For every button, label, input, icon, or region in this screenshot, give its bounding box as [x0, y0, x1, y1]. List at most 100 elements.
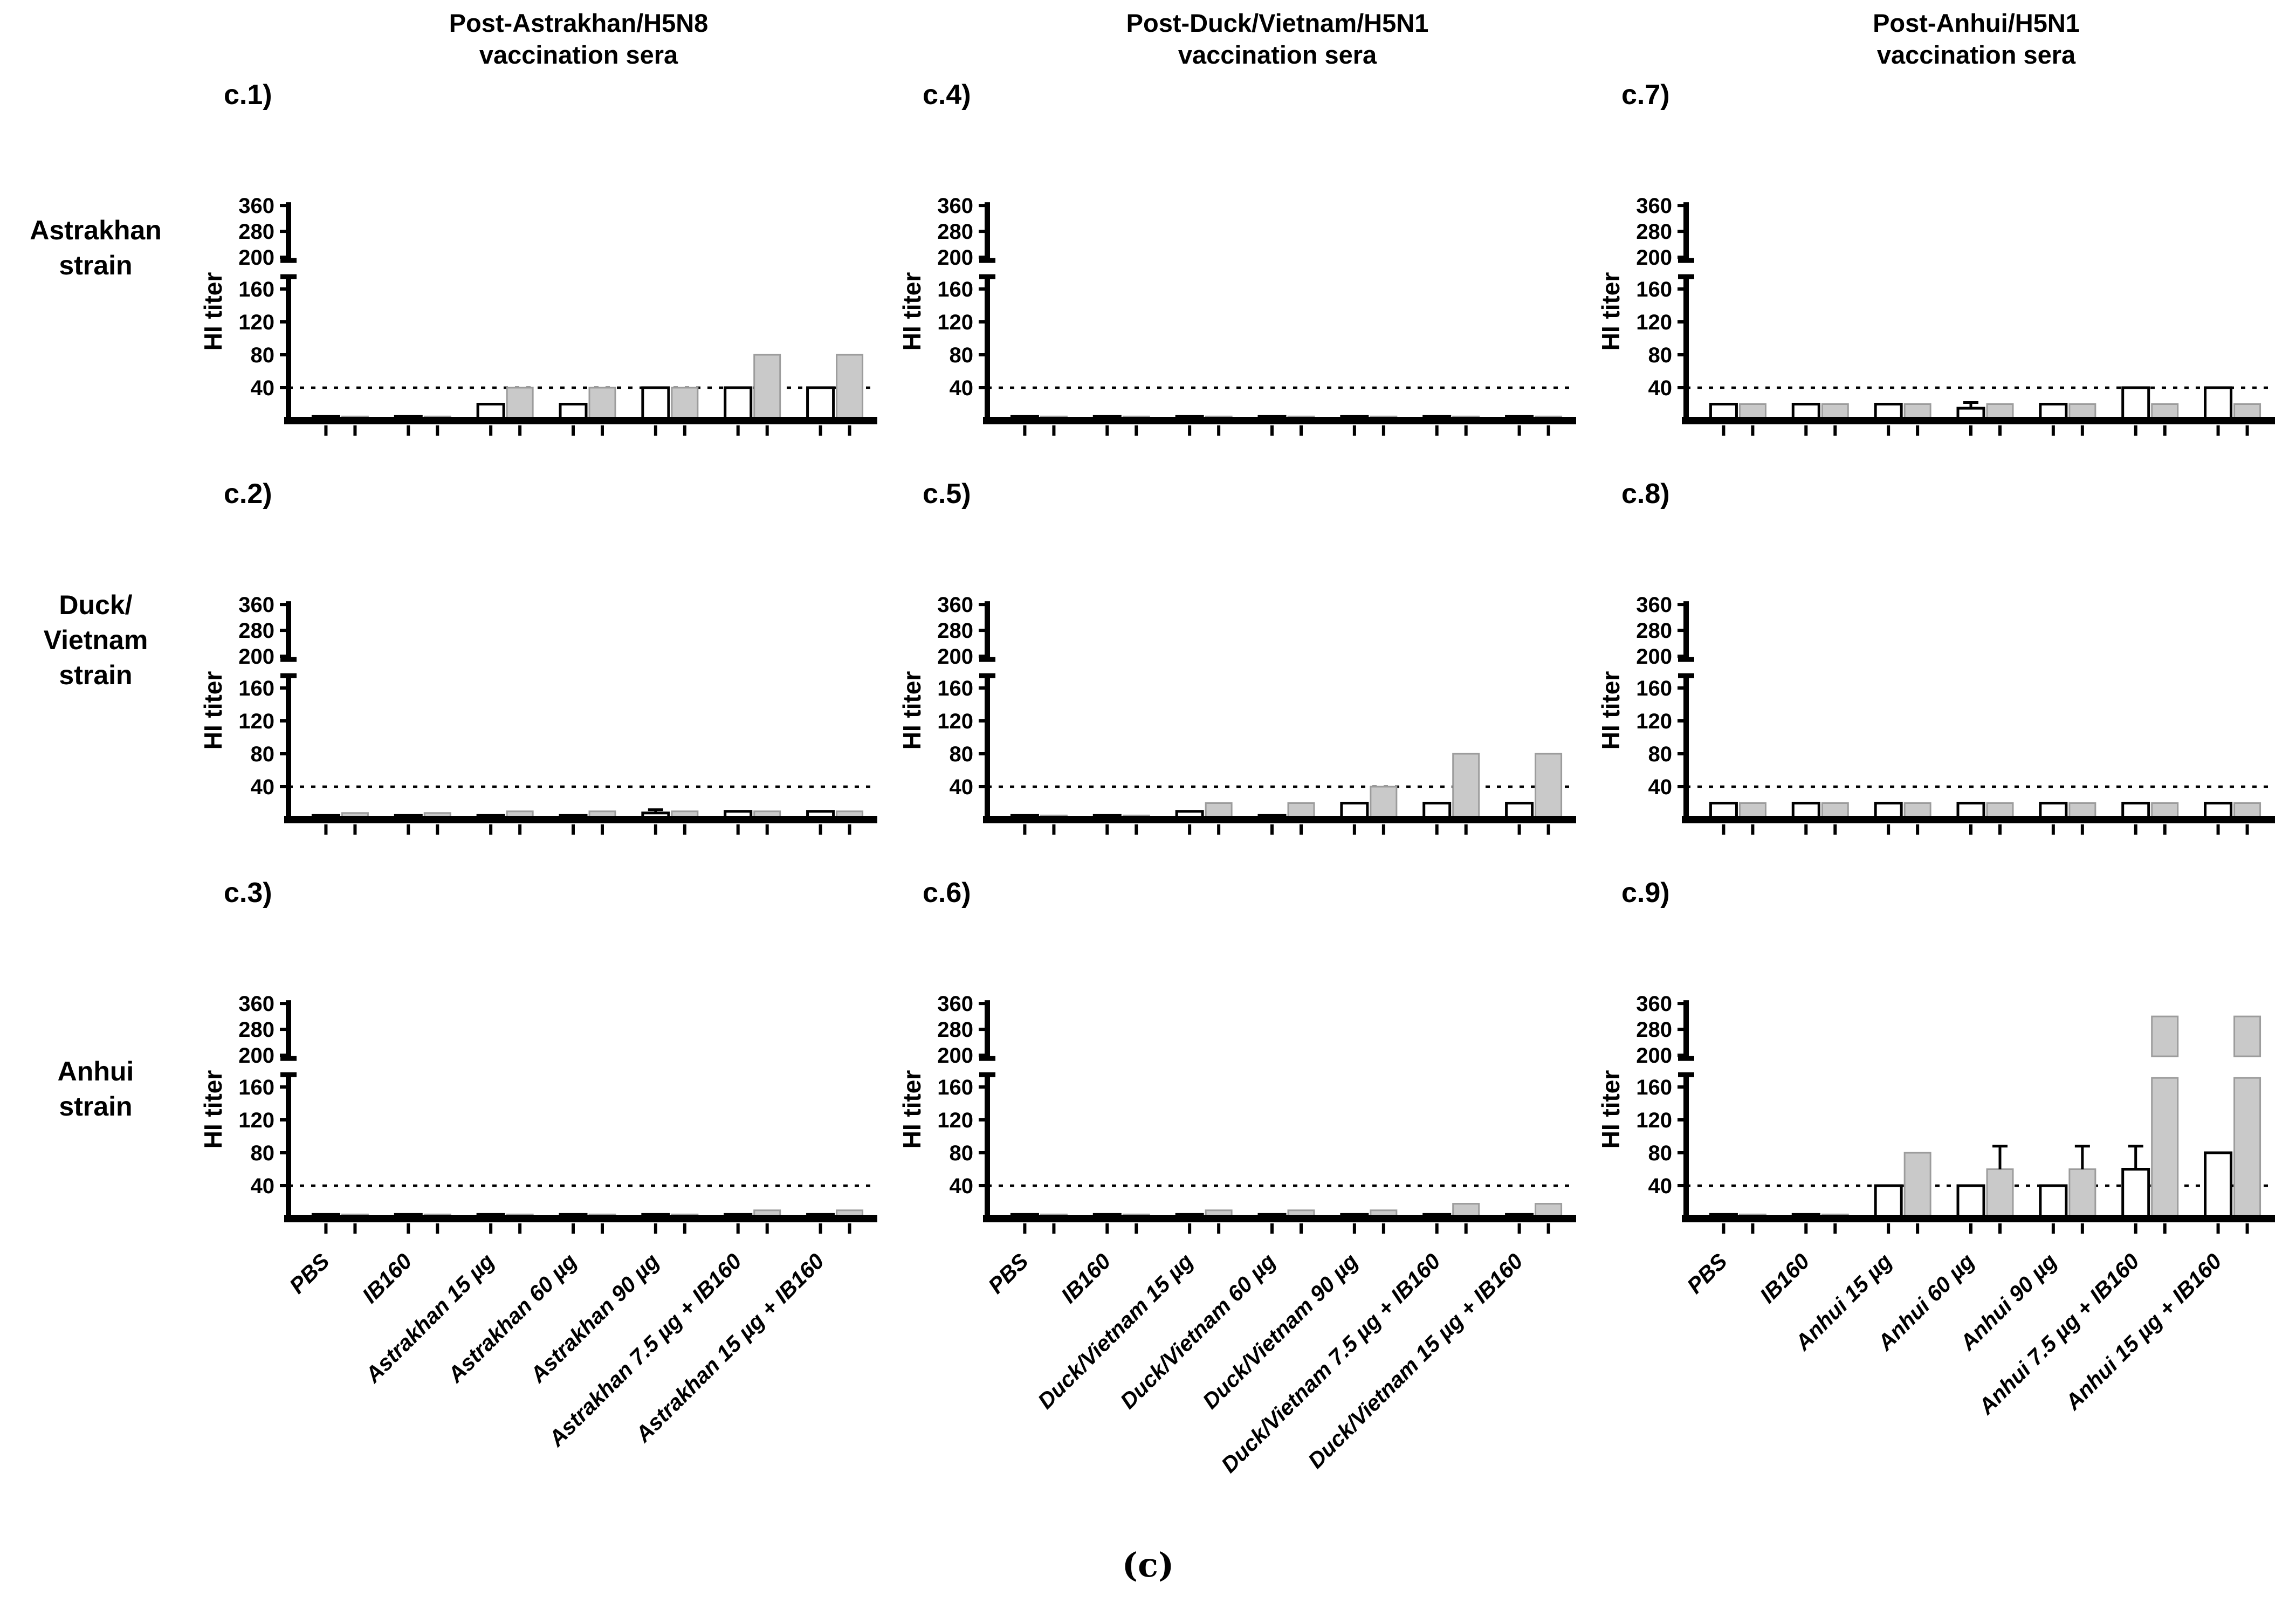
- row-label-duck-vietnam-strain: Duck/ Vietnam strain: [43, 590, 148, 690]
- y-tick-label: 360: [937, 992, 973, 1016]
- y-axis-label: HI titer: [199, 1070, 227, 1149]
- y-tick-label: 80: [1648, 742, 1673, 766]
- row-labels: Astrakhan strain Duck/ Vietnam strain An…: [0, 0, 191, 1624]
- y-tick-label: 280: [937, 220, 973, 244]
- y-tick-label: 360: [1636, 593, 1672, 617]
- x-category-label: PBS: [285, 1249, 334, 1298]
- y-tick-label: 160: [238, 677, 274, 700]
- y-axis-label: HI titer: [199, 272, 227, 351]
- gray-bar: [1452, 753, 1480, 821]
- panel-c1: c.1) 40 80 120 160 200 280 360 HI titer: [191, 75, 890, 474]
- y-tick-label: 200: [238, 1044, 274, 1068]
- gray-bar: [1370, 786, 1398, 821]
- y-tick-label: 360: [238, 593, 274, 617]
- x-category-label: PBS: [1682, 1249, 1732, 1298]
- panel-label-c8: c.8): [1621, 478, 1670, 510]
- panel-c3: c.3) 40 80 120 160 200 280 360 HI titer PBS IB160…: [191, 873, 890, 1591]
- x-category-label: Anhui 15 µg + IB160: [2060, 1249, 2226, 1415]
- y-tick-label: 40: [251, 775, 275, 799]
- x-category-label: Duck/Vietnam 90 µg: [1198, 1249, 1363, 1414]
- column-titles: Post-Astrakhan/H5N8 vaccination sera Pos…: [194, 8, 2291, 71]
- y-tick-label: 160: [1636, 677, 1672, 700]
- gray-bar: [2151, 1077, 2179, 1220]
- y-tick-label: 80: [950, 343, 974, 367]
- y-tick-label: 200: [1636, 645, 1672, 669]
- panel-label-c5: c.5): [923, 478, 971, 510]
- y-tick-label: 80: [251, 343, 275, 367]
- panel-label-c3: c.3): [224, 877, 272, 909]
- gray-bar: [506, 387, 534, 422]
- gray-bar: [671, 387, 699, 422]
- x-category-label: Duck/Vietnam 15 µg: [1033, 1249, 1198, 1414]
- y-tick-label: 160: [937, 677, 973, 700]
- panel-label-c1: c.1): [224, 79, 272, 111]
- panel-label-c7: c.7): [1621, 79, 1670, 111]
- y-tick-label: 40: [1648, 376, 1673, 400]
- y-tick-label: 40: [950, 376, 974, 400]
- y-tick-label: 280: [1636, 220, 1672, 244]
- figure-caption: (c): [1122, 1545, 1174, 1585]
- y-axis-label: HI titer: [199, 671, 227, 750]
- gray-bar: [1535, 753, 1563, 821]
- panel-label-c6: c.6): [923, 877, 971, 909]
- y-tick-label: 360: [937, 194, 973, 218]
- y-tick-label: 120: [1636, 710, 1672, 733]
- open-bar: [1956, 1184, 1985, 1220]
- y-tick-label: 160: [238, 1076, 274, 1099]
- y-tick-label: 160: [937, 278, 973, 301]
- panel-c5: c.5) 40 80 120 160 200 280 360 HI titer: [890, 474, 1589, 873]
- y-tick-label: 360: [238, 194, 274, 218]
- open-bar: [641, 386, 670, 422]
- y-tick-label: 200: [937, 645, 973, 669]
- y-tick-label: 280: [1636, 1018, 1672, 1042]
- x-category-label: PBS: [984, 1249, 1033, 1298]
- x-category-label: Anhui 7.5 µg + IB160: [1973, 1249, 2144, 1420]
- column-title-post-astrakhan: Post-Astrakhan/H5N8 vaccination sera: [449, 9, 709, 69]
- y-tick-label: 40: [950, 775, 974, 799]
- y-tick-label: 360: [1636, 194, 1672, 218]
- open-bar: [2121, 1168, 2150, 1220]
- panel-c7: c.7) 40 80 120 160 200 280 360 HI titer: [1589, 75, 2288, 474]
- gray-bar: [2068, 1168, 2096, 1220]
- gray-bar: [2233, 1077, 2261, 1220]
- y-tick-label: 360: [937, 593, 973, 617]
- y-tick-label: 200: [1636, 246, 1672, 270]
- y-tick-label: 80: [251, 1141, 275, 1165]
- y-tick-label: 40: [1648, 1174, 1673, 1198]
- y-axis-label: HI titer: [898, 1070, 926, 1149]
- y-axis-label: HI titer: [1597, 671, 1625, 750]
- panel-c9: c.9) 40 80 120 160 200 280 360 HI titer PBS IB160…: [1589, 873, 2288, 1591]
- y-tick-label: 40: [1648, 775, 1673, 799]
- y-tick-label: 280: [937, 619, 973, 643]
- y-tick-label: 120: [937, 311, 973, 334]
- panel-label-c9: c.9): [1621, 877, 1670, 909]
- x-category-label: IB160: [358, 1249, 417, 1308]
- y-tick-label: 160: [937, 1076, 973, 1099]
- panel-c8: c.8) 40 80 120 160 200 280 360 HI titer: [1589, 474, 2288, 873]
- y-tick-label: 80: [950, 1141, 974, 1165]
- y-tick-label: 120: [937, 710, 973, 733]
- y-tick-label: 120: [238, 311, 274, 334]
- y-tick-label: 200: [937, 246, 973, 270]
- y-tick-label: 80: [1648, 1141, 1673, 1165]
- y-tick-label: 40: [950, 1174, 974, 1198]
- gray-bar: [588, 387, 616, 422]
- gray-bar: [2151, 1015, 2179, 1057]
- y-tick-label: 200: [238, 246, 274, 270]
- y-axis-label: HI titer: [898, 671, 926, 750]
- y-tick-label: 80: [950, 742, 974, 766]
- y-tick-label: 280: [1636, 619, 1672, 643]
- y-tick-label: 80: [251, 742, 275, 766]
- y-tick-label: 120: [1636, 1109, 1672, 1132]
- x-category-label: IB160: [1056, 1249, 1116, 1308]
- y-tick-label: 160: [1636, 278, 1672, 301]
- open-bar: [2204, 386, 2233, 422]
